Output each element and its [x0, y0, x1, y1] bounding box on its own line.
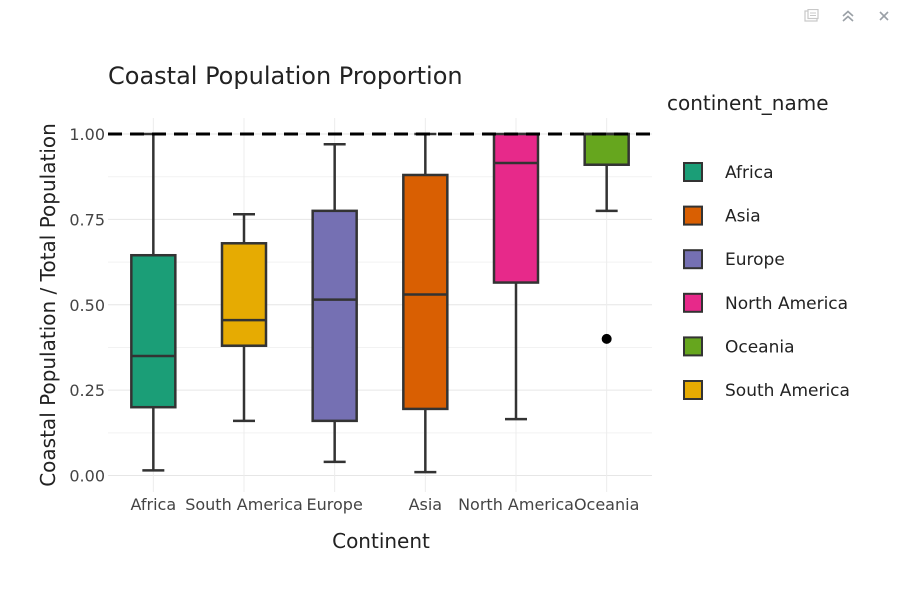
grid-layer [108, 118, 652, 492]
box-asia [402, 132, 449, 474]
download-plot-icon-svg [804, 9, 819, 22]
legend-item-south-america: South America [683, 380, 850, 401]
close-icon[interactable] [873, 6, 895, 26]
legend-title: continent_name [667, 91, 829, 115]
legend-item-africa: Africa [683, 162, 774, 183]
legend-swatch [683, 292, 703, 313]
x-tick-label: Africa [131, 495, 177, 514]
y-tick-label: 0.50 [69, 296, 105, 315]
legend-swatch [683, 336, 703, 357]
legend-swatch [683, 205, 703, 226]
x-tick-label: Asia [409, 495, 443, 514]
legend-label: South America [725, 381, 850, 401]
y-tick-label: 0.75 [69, 210, 105, 229]
box-body [220, 242, 268, 347]
autoscale-icon[interactable] [837, 6, 859, 26]
box-south-america [220, 213, 268, 423]
modebar [801, 6, 895, 26]
y-tick-label: 0.00 [69, 467, 105, 486]
x-tick-label: South America [185, 495, 303, 514]
box-body [402, 173, 449, 411]
y-tick-label: 0.25 [69, 381, 105, 400]
download-plot-icon[interactable] [801, 6, 823, 26]
legend-label: Africa [725, 163, 774, 183]
x-tick-label: Europe [307, 495, 363, 514]
box-north-america [492, 132, 540, 421]
legend-item-north-america: North America [683, 292, 848, 314]
legend-label: North America [725, 294, 848, 314]
legend-item-asia: Asia [683, 205, 761, 227]
y-axis-title: Coastal Population / Total Population [36, 123, 60, 487]
box-oceania [583, 132, 630, 344]
axis-labels-layer: 0.00 0.25 0.50 0.75 1.00 Africa South America E… [69, 125, 639, 514]
y-tick-label: 1.00 [69, 125, 105, 144]
boxes-layer [130, 132, 630, 474]
legend-label: Asia [725, 207, 761, 227]
legend-label: Oceania [725, 337, 795, 357]
box-body [130, 253, 177, 409]
legend-swatch [683, 249, 703, 270]
box-europe [311, 142, 358, 464]
legend-swatch [683, 162, 703, 182]
legend-item-oceania: Oceania [683, 336, 795, 357]
box-africa [130, 132, 177, 472]
x-tick-label: North America [458, 495, 574, 514]
outlier-point [601, 333, 612, 344]
autoscale-icon-svg [842, 10, 854, 22]
legend: Africa Asia Europe North America Oceania Sout… [683, 162, 850, 401]
close-icon-svg [879, 11, 889, 21]
legend-item-europe: Europe [683, 249, 785, 270]
legend-label: Europe [725, 250, 785, 270]
box-body [492, 132, 540, 284]
box-body [311, 209, 358, 423]
chart-title: Coastal Population Proportion [108, 62, 463, 90]
legend-swatch [683, 380, 703, 400]
x-tick-label: Oceania [574, 495, 639, 514]
x-axis-title: Continent [332, 529, 430, 553]
box-body [583, 132, 630, 166]
